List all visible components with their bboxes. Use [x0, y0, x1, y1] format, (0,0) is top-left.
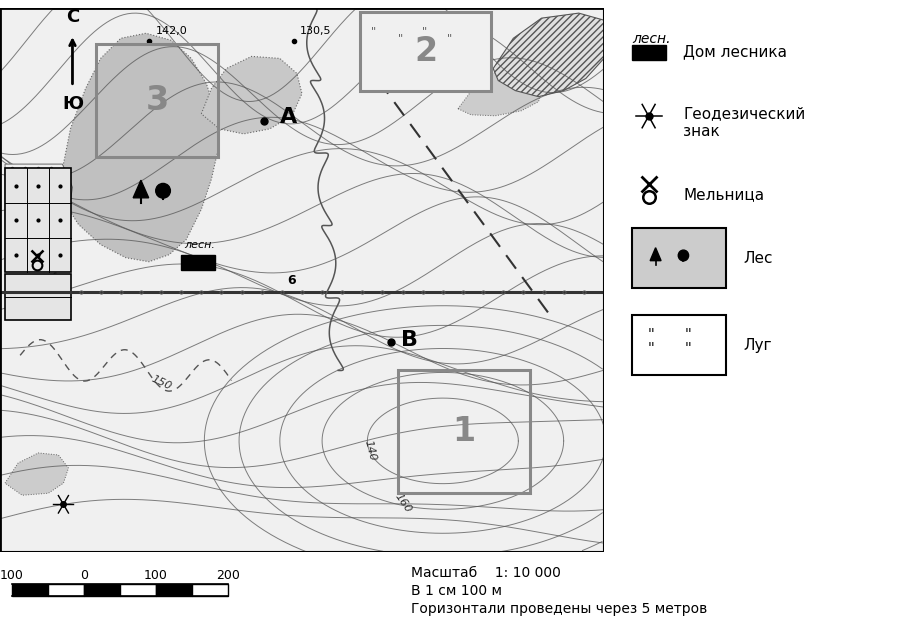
Bar — [182, 254, 216, 270]
Text: '': '' — [447, 33, 453, 43]
Text: A: A — [279, 107, 297, 127]
Polygon shape — [458, 69, 544, 116]
Polygon shape — [201, 57, 302, 134]
Bar — [12, 584, 48, 596]
Bar — [96, 45, 219, 157]
Text: 140: 140 — [362, 439, 378, 462]
Text: 2: 2 — [414, 35, 437, 68]
Bar — [5, 168, 72, 272]
Bar — [5, 274, 72, 320]
Bar — [84, 584, 120, 596]
Text: 160: 160 — [393, 492, 413, 515]
Text: '': '' — [684, 327, 692, 341]
Bar — [48, 584, 84, 596]
Text: 100: 100 — [144, 569, 168, 582]
Text: Лес: Лес — [743, 251, 773, 266]
Text: 3: 3 — [146, 84, 169, 117]
Text: 150: 150 — [149, 373, 172, 392]
Bar — [361, 12, 491, 90]
Text: 0: 0 — [80, 569, 88, 582]
Text: 1: 1 — [453, 415, 476, 448]
Polygon shape — [133, 180, 148, 198]
Text: '': '' — [372, 26, 377, 36]
Polygon shape — [650, 247, 661, 261]
Text: Масштаб    1: 10 000: Масштаб 1: 10 000 — [411, 565, 561, 579]
Text: 6: 6 — [288, 274, 296, 287]
Polygon shape — [5, 164, 73, 272]
Text: Горизонтали проведены через 5 метров: Горизонтали проведены через 5 метров — [411, 602, 707, 616]
Bar — [632, 228, 727, 288]
Polygon shape — [493, 13, 604, 97]
Circle shape — [679, 250, 689, 261]
Text: В 1 см 100 м: В 1 см 100 м — [411, 584, 502, 598]
Text: Луг: Луг — [743, 338, 772, 352]
Polygon shape — [5, 453, 68, 495]
Text: Геодезический
знак: Геодезический знак — [683, 106, 806, 139]
Bar — [632, 45, 666, 60]
Text: B: B — [400, 330, 418, 350]
Text: лесн.: лесн. — [183, 240, 215, 250]
Bar — [120, 584, 156, 596]
Text: С: С — [65, 8, 79, 26]
Text: 142,0: 142,0 — [156, 26, 188, 36]
Text: Дом лесника: Дом лесника — [683, 45, 787, 59]
Text: '': '' — [421, 26, 428, 36]
Text: '': '' — [648, 327, 656, 341]
Text: 130,5: 130,5 — [300, 26, 331, 36]
Polygon shape — [51, 33, 219, 280]
Text: Мельница: Мельница — [683, 188, 764, 202]
Circle shape — [156, 183, 171, 198]
Bar — [397, 370, 530, 494]
Text: '': '' — [648, 342, 656, 356]
Bar — [156, 584, 192, 596]
Text: '': '' — [397, 33, 404, 43]
Bar — [632, 315, 727, 375]
Bar — [192, 584, 228, 596]
Text: 100: 100 — [0, 569, 24, 582]
Text: 200: 200 — [216, 569, 240, 582]
Text: '': '' — [684, 342, 692, 356]
Text: лесн.: лесн. — [632, 32, 670, 46]
Text: Ю: Ю — [62, 95, 83, 113]
